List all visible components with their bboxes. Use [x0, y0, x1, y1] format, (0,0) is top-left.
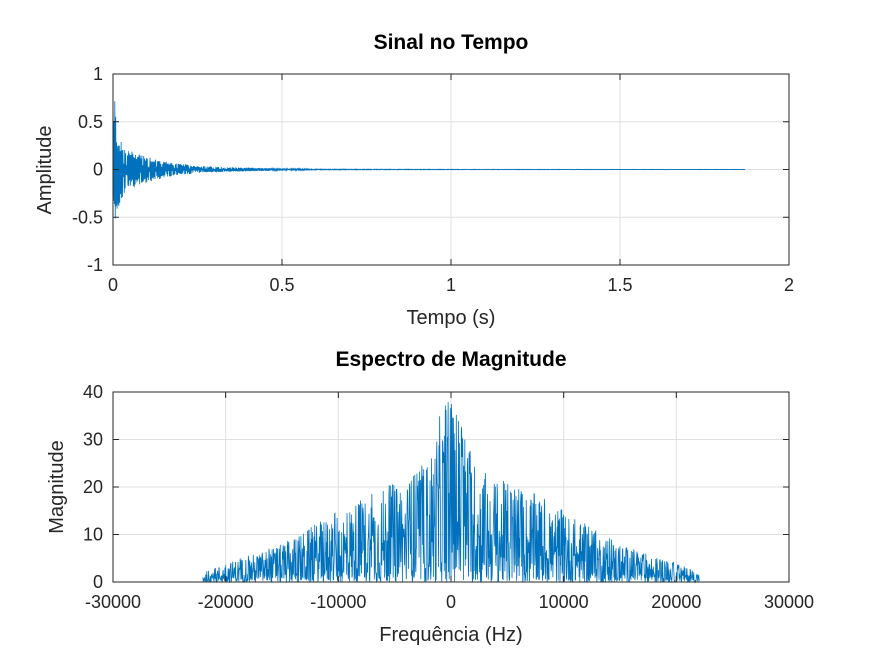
spectrum-plot-xlabel: Frequência (Hz) [379, 624, 522, 646]
x-tick-label: 2 [784, 275, 794, 295]
x-tick-label: -10000 [310, 592, 366, 612]
spectrum-plot-ylabel: Magnitude [46, 440, 68, 533]
x-tick-label: 0.5 [269, 275, 294, 295]
time-plot-x-ticks: 0 0.5 1 1.5 2 [108, 74, 794, 295]
time-plot-y-ticks: 1 0.5 0 -0.5 -1 [72, 64, 789, 275]
spectrum-plot-x-ticks: -30000 -20000 -10000 0 10000 20000 30000 [85, 392, 814, 612]
x-tick-label: 0 [108, 275, 118, 295]
y-tick-label: 0 [93, 160, 103, 180]
x-tick-label: 20000 [651, 592, 701, 612]
spectrum-plot-y-ticks: 40 30 20 10 0 [83, 382, 789, 592]
y-tick-label: 30 [83, 430, 103, 450]
time-signal-plot: 0 0.5 1 1.5 2 1 0.5 0 -0.5 -1 Sinal no Tempo Tem… [34, 31, 794, 329]
y-tick-label: 40 [83, 382, 103, 402]
y-tick-label: 0 [93, 572, 103, 592]
x-tick-label: 0 [446, 592, 456, 612]
spectrum-plot-title: Espectro de Magnitude [335, 348, 566, 371]
x-tick-label: -30000 [85, 592, 141, 612]
y-tick-label: -1 [87, 255, 103, 275]
time-plot-title: Sinal no Tempo [374, 31, 529, 54]
x-tick-label: 1 [446, 275, 456, 295]
x-tick-label: 10000 [539, 592, 589, 612]
y-tick-label: 1 [93, 64, 103, 84]
x-tick-label: 1.5 [607, 275, 632, 295]
time-plot-xlabel: Tempo (s) [407, 307, 496, 329]
magnitude-spectrum-plot: -30000 -20000 -10000 0 10000 20000 30000 40 30 2… [46, 348, 814, 646]
time-signal-line [112, 101, 746, 219]
x-tick-label: 30000 [764, 592, 814, 612]
time-plot-ylabel: Amplitude [34, 126, 56, 215]
y-tick-label: 0.5 [78, 112, 103, 132]
x-tick-label: -20000 [198, 592, 254, 612]
y-tick-label: 10 [83, 525, 103, 545]
y-tick-label: -0.5 [72, 207, 103, 227]
signal-trace [112, 101, 746, 219]
y-tick-label: 20 [83, 477, 103, 497]
